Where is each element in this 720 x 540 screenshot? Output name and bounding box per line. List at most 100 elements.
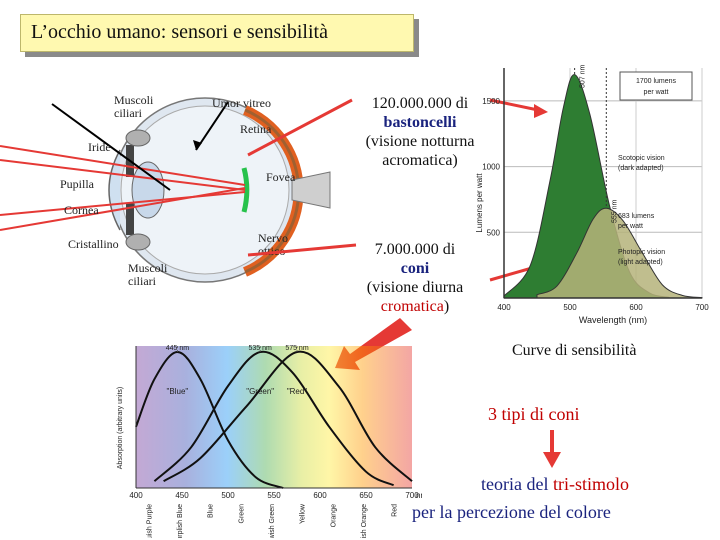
- caption-sensitivity: Curve di sensibilità: [512, 342, 637, 359]
- cone-x-tick-700: 700: [405, 491, 419, 500]
- color-name-2: Blue: [208, 504, 215, 518]
- label-muscoli-ciliari-bottom: Muscoli ciliari: [128, 261, 168, 288]
- eye-diagram: Muscoli ciliari Umor vitreo Retina Iride…: [0, 80, 340, 310]
- cone-peak-label-1: 535 nm: [249, 345, 273, 352]
- cone-x-tick-450: 450: [175, 491, 189, 500]
- label-iride: Iride: [88, 140, 111, 154]
- cone-x-tick-650: 650: [359, 491, 373, 500]
- label-pupilla: Pupilla: [60, 177, 95, 191]
- optic-nerve: [291, 171, 331, 209]
- cone-x-tick-400: 400: [129, 491, 143, 500]
- vitreous-pointer: [195, 101, 229, 151]
- tristimulus-line-2: per la percezione del colore: [412, 502, 611, 522]
- cone-series-label-2: "Red": [287, 387, 308, 396]
- iris-bottom: [126, 203, 134, 235]
- annotation-scotopic-b: (dark adapted): [618, 165, 664, 172]
- annotation-1700-a: 1700 lumens: [636, 78, 677, 85]
- ray-4: [0, 187, 246, 231]
- eye-drawing: [0, 97, 331, 283]
- cones-desc-2-colored: cromatica: [380, 298, 444, 315]
- spectrum-background: [136, 346, 412, 488]
- x-tick-label-500: 500: [563, 303, 577, 312]
- arrow-eye-to-cones: [247, 243, 357, 257]
- y-tick-label-500: 500: [487, 228, 501, 237]
- annotation-683-b: per watt: [618, 223, 643, 230]
- x-axis-label: Wavelength (nm): [579, 315, 647, 325]
- three-types-label: 3 tipi di coni: [488, 404, 580, 424]
- label-nervo-ottico: Nervo ottico: [258, 231, 288, 258]
- color-name-7: Reddish Orange: [361, 504, 368, 538]
- cones-desc-2: cromatica): [340, 297, 490, 316]
- x-tick-label-400: 400: [497, 303, 511, 312]
- x-tick-label-600: 600: [629, 303, 643, 312]
- cones-desc-2-end: ): [443, 298, 450, 315]
- cone-absorption-chart: "Blue" 445 nm "Green" 535 nm "Red" 575 nm 400 4…: [117, 345, 422, 538]
- label-muscoli-ciliari-top: Muscoli ciliari: [114, 93, 154, 120]
- cone-curve-2: [163, 350, 413, 483]
- cones-text: 7.000.000 di coni (visione diurna cromat…: [340, 240, 490, 316]
- fovea-mark: [241, 167, 250, 213]
- arrow-eye-to-rods: [247, 98, 353, 157]
- arrow-three-types-head: [543, 452, 561, 468]
- rods-count: 120.000.000 di: [371, 95, 469, 112]
- annotation-683-a: 683 lumens: [618, 213, 655, 220]
- vitreous-body: [120, 105, 290, 275]
- annotation-scotopic-a: Scotopic vision: [618, 155, 665, 162]
- ray-2: [0, 159, 246, 191]
- label-umor-vitreo: Umor vitreo: [212, 96, 271, 110]
- cone-peak-label-0: 445 nm: [166, 345, 190, 352]
- label-cristallino: Cristallino: [68, 237, 119, 251]
- cone-curve-0: [135, 350, 284, 489]
- tristimulus-line-1: teoria del tri-stimolo: [440, 474, 670, 495]
- cones-count: 7.000.000 di: [374, 241, 456, 258]
- color-name-6: Orange: [330, 504, 337, 527]
- cone-x-tick-550: 550: [267, 491, 281, 500]
- color-name-4: Yellowish Green: [269, 504, 276, 538]
- label-fovea: Fovea: [266, 170, 296, 184]
- label-retina: Retina: [240, 122, 272, 136]
- cone-y-axis-label: Absorption (arbitrary units): [117, 387, 124, 469]
- ciliary-top: [125, 129, 151, 147]
- color-name-0: Bluish Purple: [146, 504, 153, 538]
- y-axis-label: Lumens per watt: [475, 173, 484, 233]
- arrow-rods-to-chart: [489, 98, 539, 112]
- annotation-photopic-b: (light adapted): [618, 259, 663, 266]
- color-name-1: Purplish Blue: [177, 504, 184, 538]
- cone-x-unit: nm: [416, 491, 422, 500]
- rods-name: bastoncelli: [383, 114, 457, 131]
- annotation-507nm: 507 nm: [580, 64, 587, 88]
- cones-name: coni: [400, 260, 430, 277]
- sensitivity-chart: 500 1000 1500 400 500 600 700 Wavelength (nm) Lu…: [475, 64, 709, 325]
- page-title: L’occhio umano: sensori e sensibilità: [31, 21, 328, 43]
- label-cornea: Cornea: [64, 203, 99, 217]
- x-tick-label-700: 700: [695, 303, 709, 312]
- vitreous-pointer-head: [193, 140, 202, 150]
- color-name-8: Red: [392, 504, 399, 517]
- color-name-3: Green: [238, 504, 245, 524]
- cone-series-label-0: "Blue": [167, 387, 189, 396]
- ray-1: [0, 145, 246, 186]
- title-box: L’occhio umano: sensori e sensibilità: [20, 14, 414, 52]
- cone-series-label-1: "Green": [246, 387, 274, 396]
- cones-desc-1: (visione diurna: [366, 279, 464, 296]
- cone-curve-1: [153, 350, 395, 487]
- cone-x-tick-600: 600: [313, 491, 327, 500]
- rods-desc-2: acromatica): [382, 152, 458, 169]
- cone-peak-label-2: 575 nm: [285, 345, 309, 352]
- arrow-rods-head: [534, 104, 548, 118]
- y-tick-label-1000: 1000: [482, 163, 500, 172]
- ciliary-bottom: [125, 233, 151, 251]
- rods-text: 120.000.000 di bastoncelli (visione nott…: [340, 94, 500, 170]
- tristimulus-1a: teoria del: [481, 474, 553, 494]
- y-tick-label-1500: 1500: [482, 97, 500, 106]
- series-area-1: [536, 207, 703, 299]
- rods-desc-1: (visione notturna: [365, 133, 475, 150]
- annotation-box-1: [619, 71, 693, 101]
- pointer-line: [51, 103, 171, 191]
- annotation-1700-b: per watt: [644, 89, 669, 96]
- tristimulus-1b: tri-stimolo: [552, 474, 629, 494]
- annotation-photopic-a: Photopic vision: [618, 249, 665, 256]
- color-name-5: Yellow: [300, 503, 307, 524]
- cone-x-tick-500: 500: [221, 491, 235, 500]
- annotation-555nm: 555 nm: [611, 199, 618, 223]
